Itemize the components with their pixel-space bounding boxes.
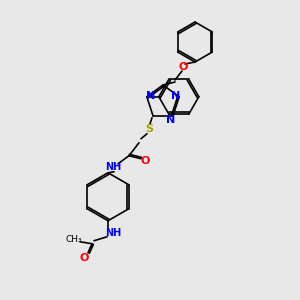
Text: NH: NH xyxy=(105,162,121,172)
Text: S: S xyxy=(145,124,153,134)
Text: O: O xyxy=(178,62,188,72)
Text: N: N xyxy=(167,115,176,125)
Text: CH₃: CH₃ xyxy=(66,235,82,244)
Text: O: O xyxy=(79,253,89,263)
Text: NH: NH xyxy=(105,228,121,238)
Text: N: N xyxy=(146,91,155,101)
Text: N: N xyxy=(170,91,180,101)
Text: O: O xyxy=(140,156,150,166)
